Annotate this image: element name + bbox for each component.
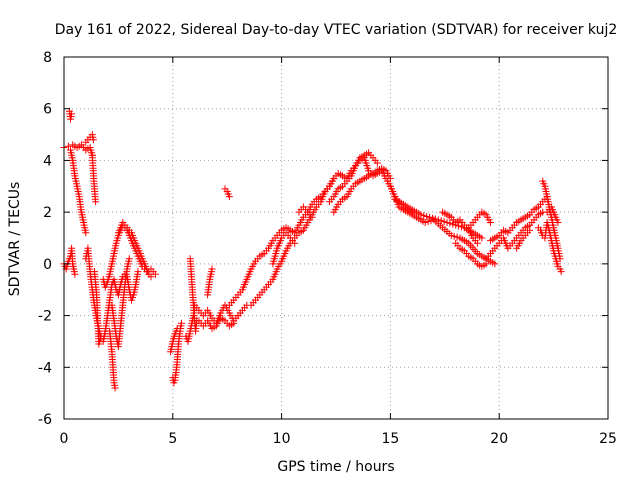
data-track: [482, 208, 547, 263]
x-tick-label: 10: [273, 431, 291, 447]
x-tick-label: 20: [490, 431, 508, 447]
data-track: [123, 268, 142, 304]
data-track: [60, 244, 79, 278]
y-tick-label: 4: [43, 153, 52, 169]
data-track: [330, 164, 394, 216]
x-tick-label: 15: [381, 431, 399, 447]
y-tick-label: -2: [38, 309, 52, 325]
data-track: [186, 255, 201, 335]
data-track: [269, 229, 299, 268]
y-axis-label: SDTVAR / TECUs: [7, 182, 23, 297]
data-track: [225, 188, 329, 309]
y-tick-label: 8: [43, 50, 52, 66]
data-track: [452, 239, 490, 270]
data-track: [65, 107, 76, 123]
x-axis-label: GPS time / hours: [277, 459, 394, 475]
x-tick-label: 5: [168, 431, 177, 447]
data-track: [114, 219, 155, 281]
data-track: [82, 131, 97, 146]
data-track: [386, 182, 499, 268]
chart-title: Day 161 of 2022, Sidereal Day-to-day VTE…: [55, 22, 618, 38]
y-tick-label: 6: [43, 102, 52, 118]
y-tick-label: -6: [38, 412, 52, 428]
x-tick-label: 25: [599, 431, 617, 447]
data-track: [465, 208, 494, 232]
data-track: [60, 141, 96, 159]
data-track: [234, 175, 338, 320]
plot-frame: [63, 56, 609, 420]
data-track: [204, 265, 216, 299]
axis-ticks: 0 5 10 15 20 25 -6 -4 -2 0 2 4 6 8: [38, 50, 617, 447]
data-track: [221, 185, 233, 201]
data-track: [88, 151, 100, 206]
data-track: [182, 306, 199, 345]
data-track: [106, 327, 119, 392]
data-track: [108, 255, 133, 351]
y-tick-label: 2: [43, 205, 52, 221]
data-track: [195, 314, 238, 332]
data-track: [295, 203, 316, 221]
data-points: [60, 107, 565, 392]
data-track: [534, 219, 565, 276]
data-track: [543, 203, 562, 226]
data-track: [326, 149, 381, 206]
y-tick-label: -4: [38, 360, 52, 376]
data-track: [513, 226, 534, 252]
data-track: [91, 268, 105, 348]
y-tick-label: 0: [43, 257, 52, 273]
data-track: [487, 193, 551, 245]
x-tick-label: 0: [60, 431, 69, 447]
data-track: [67, 146, 90, 237]
data-track: [167, 325, 181, 356]
